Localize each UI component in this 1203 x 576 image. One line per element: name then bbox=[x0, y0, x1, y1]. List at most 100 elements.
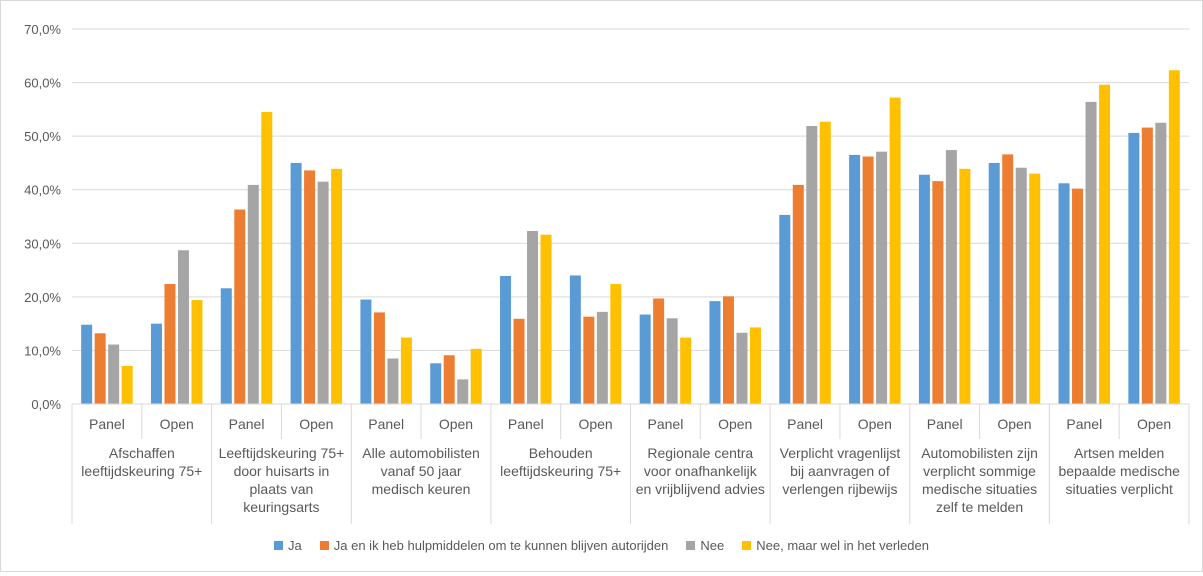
axes bbox=[71, 403, 1190, 524]
group-label: keuringsarts bbox=[243, 499, 319, 515]
group-label: door huisarts in bbox=[234, 463, 330, 479]
group-label: plaats van bbox=[250, 481, 314, 497]
group-label: medische situaties bbox=[922, 481, 1037, 497]
legend-label: Nee bbox=[700, 538, 725, 553]
bar bbox=[331, 168, 343, 404]
group-label: leeftijdskeuring 75+ bbox=[500, 463, 621, 479]
bar bbox=[849, 154, 861, 404]
legend-label: Ja en ik heb hulpmiddelen om te kunnen b… bbox=[333, 538, 669, 553]
bar bbox=[639, 314, 651, 404]
bar bbox=[959, 168, 971, 404]
bar bbox=[583, 316, 595, 404]
x-tick-label: Panel bbox=[89, 416, 125, 432]
group-label: bepaalde medische bbox=[1058, 463, 1180, 479]
x-tick-label: Open bbox=[718, 416, 752, 432]
legend-swatch bbox=[742, 541, 752, 550]
group-label: vanaf 50 jaar bbox=[381, 463, 462, 479]
bar bbox=[234, 209, 246, 404]
bar bbox=[792, 184, 804, 404]
x-tick-label: Panel bbox=[1066, 416, 1102, 432]
group-label: medisch keuren bbox=[372, 481, 471, 497]
bar bbox=[443, 355, 455, 404]
bar bbox=[527, 230, 539, 404]
bar bbox=[596, 311, 608, 404]
bar bbox=[722, 296, 734, 404]
bar bbox=[569, 275, 581, 404]
bar bbox=[121, 365, 133, 404]
y-tick-label: 10,0% bbox=[24, 343, 61, 358]
bar bbox=[1128, 132, 1140, 404]
group-label: Regionale centra bbox=[647, 445, 753, 461]
group-label: verlengen rijbewijs bbox=[782, 481, 897, 497]
bar bbox=[1029, 173, 1041, 404]
bar bbox=[1168, 70, 1180, 404]
bar bbox=[317, 181, 329, 404]
y-tick-label: 20,0% bbox=[24, 290, 61, 305]
group-label: bij aanvragen of bbox=[790, 463, 890, 479]
bar bbox=[1141, 127, 1153, 405]
bar bbox=[666, 318, 678, 404]
x-tick-label: Panel bbox=[787, 416, 823, 432]
bar bbox=[1002, 154, 1014, 404]
bar bbox=[779, 214, 791, 404]
bar bbox=[945, 150, 957, 404]
x-tick-label: Open bbox=[997, 416, 1031, 432]
bar bbox=[1058, 183, 1070, 404]
bar bbox=[709, 301, 721, 404]
x-tick-label: Open bbox=[160, 416, 194, 432]
bar bbox=[806, 125, 818, 404]
axis-labels: 0,0% 10,0% 20,0% 30,0% 40,0% 50,0% 60,0% 70,0% P… bbox=[24, 22, 1180, 515]
bar bbox=[304, 170, 316, 404]
x-tick-label: Open bbox=[858, 416, 892, 432]
group-label: voor onafhankelijk bbox=[644, 463, 758, 479]
group-label: zelf te melden bbox=[936, 499, 1023, 515]
group-label: Verplicht vragenlijst bbox=[780, 445, 901, 461]
bar bbox=[862, 156, 874, 404]
bar bbox=[918, 174, 930, 404]
bar bbox=[457, 379, 469, 404]
bar bbox=[470, 348, 482, 404]
legend-item: Nee, maar wel in het verleden bbox=[742, 538, 929, 553]
x-tick-label: Panel bbox=[648, 416, 684, 432]
legend-label: Nee, maar wel in het verleden bbox=[756, 538, 929, 553]
y-tick-label: 60,0% bbox=[24, 76, 61, 91]
bar bbox=[513, 318, 525, 404]
x-tick-label: Open bbox=[1137, 416, 1171, 432]
group-label: verplicht sommige bbox=[923, 463, 1036, 479]
y-tick-label: 30,0% bbox=[24, 236, 61, 251]
bar bbox=[261, 112, 273, 405]
group-label: Behouden bbox=[529, 445, 593, 461]
bar bbox=[736, 332, 748, 404]
x-tick-label: Open bbox=[299, 416, 333, 432]
group-label: Artsen melden bbox=[1074, 445, 1164, 461]
bar bbox=[610, 284, 622, 404]
bar bbox=[150, 323, 162, 404]
y-tick-label: 40,0% bbox=[24, 183, 61, 198]
legend-label: Ja bbox=[288, 538, 302, 553]
legend-swatch bbox=[686, 541, 696, 550]
group-label: Leeftijdskeuring 75+ bbox=[219, 445, 345, 461]
bar bbox=[290, 162, 302, 404]
bar bbox=[1085, 101, 1097, 404]
bars bbox=[81, 70, 1180, 405]
bar bbox=[1155, 122, 1167, 404]
group-label: en vrijblijvend advies bbox=[636, 481, 765, 497]
bar bbox=[220, 288, 232, 404]
legend-item: Nee bbox=[686, 538, 724, 553]
x-tick-label: Open bbox=[439, 416, 473, 432]
bar bbox=[164, 284, 176, 404]
bar bbox=[191, 300, 203, 404]
bar bbox=[400, 337, 412, 404]
bar bbox=[1099, 84, 1111, 404]
group-label: leeftijdskeuring 75+ bbox=[81, 463, 202, 479]
legend-swatch bbox=[274, 541, 284, 550]
bar bbox=[108, 344, 120, 404]
y-tick-label: 70,0% bbox=[24, 22, 61, 37]
bar bbox=[94, 333, 106, 404]
y-tick-label: 50,0% bbox=[24, 129, 61, 144]
bar bbox=[373, 312, 385, 404]
bar bbox=[360, 299, 372, 404]
bar bbox=[988, 162, 1000, 404]
x-tick-label: Panel bbox=[229, 416, 265, 432]
